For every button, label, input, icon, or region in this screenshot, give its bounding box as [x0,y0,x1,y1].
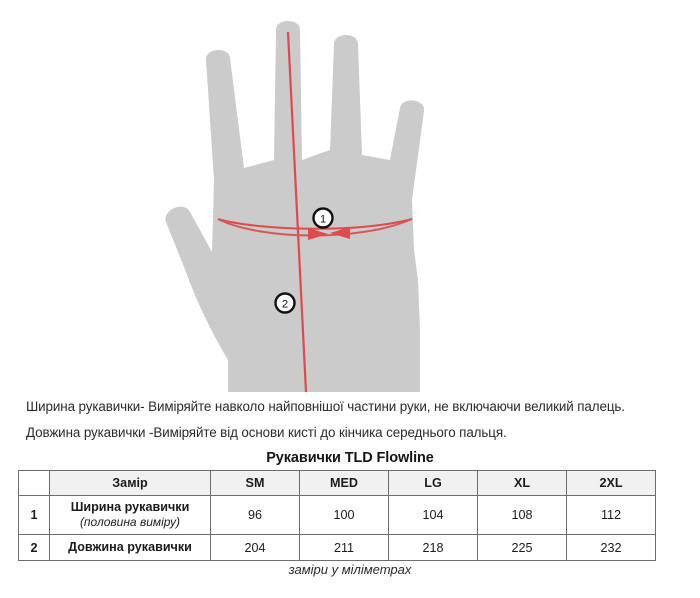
cell-lg: 104 [388,495,478,535]
cell-sm: 96 [210,495,300,535]
cell-2xl: 232 [566,534,656,561]
measurement-descriptions: Ширина рукавички- Виміряйте навколо найп… [0,394,700,446]
column-header-2xl: 2XL [566,470,656,496]
description-length: Довжина рукавички -Виміряйте від основи … [26,425,507,440]
column-header-lg: LG [388,470,478,496]
cell-lg: 218 [388,534,478,561]
marker-1: 1 [312,207,334,229]
description-width: Ширина рукавички- Виміряйте навколо найп… [26,399,625,414]
cell-2xl: 112 [566,495,656,535]
cell-med: 211 [299,534,389,561]
column-header-xl: XL [477,470,567,496]
cell-sm: 204 [210,534,300,561]
row-number: 1 [18,495,50,535]
table-row: 2 Довжина рукавички 204 211 218 225 232 [18,534,656,561]
glove-measurement-illustration: 1 2 [165,21,425,392]
row-measure-name: Ширина рукавички (половина виміру) [49,495,211,535]
size-table-title: Рукавички TLD Flowline [266,450,434,466]
row-number: 2 [18,534,50,561]
column-header-measure: Замір [49,470,211,496]
marker-2-label: 2 [282,299,288,311]
column-header-number [18,470,50,496]
arrow-right [330,227,350,239]
table-row: 1 Ширина рукавички (половина виміру) 96 … [18,495,656,535]
size-table: Замір SM MED LG XL 2XL 1 Ширина рукавичк… [18,470,656,561]
size-table-container: Замір SM MED LG XL 2XL 1 Ширина рукавичк… [18,470,656,561]
table-header-row: Замір SM MED LG XL 2XL [18,470,656,496]
hand-silhouette [165,21,425,392]
measure-name-main: Ширина рукавички [70,500,190,514]
measure-name-sub: (половина виміру) [79,515,181,529]
cell-med: 100 [299,495,389,535]
column-header-sm: SM [210,470,300,496]
row-measure-name: Довжина рукавички [49,534,211,561]
marker-2: 2 [274,292,296,314]
length-measure-line [286,31,308,392]
arrow-left [308,228,328,240]
hand-diagram-svg: 1 2 [165,21,425,392]
cell-xl: 108 [477,495,567,535]
units-note: заміри у міліметрах [288,562,412,577]
measure-name-main: Довжина рукавички [68,540,192,554]
column-header-med: MED [299,470,389,496]
marker-1-label: 1 [320,214,326,226]
cell-xl: 225 [477,534,567,561]
width-measure-line [217,218,413,240]
